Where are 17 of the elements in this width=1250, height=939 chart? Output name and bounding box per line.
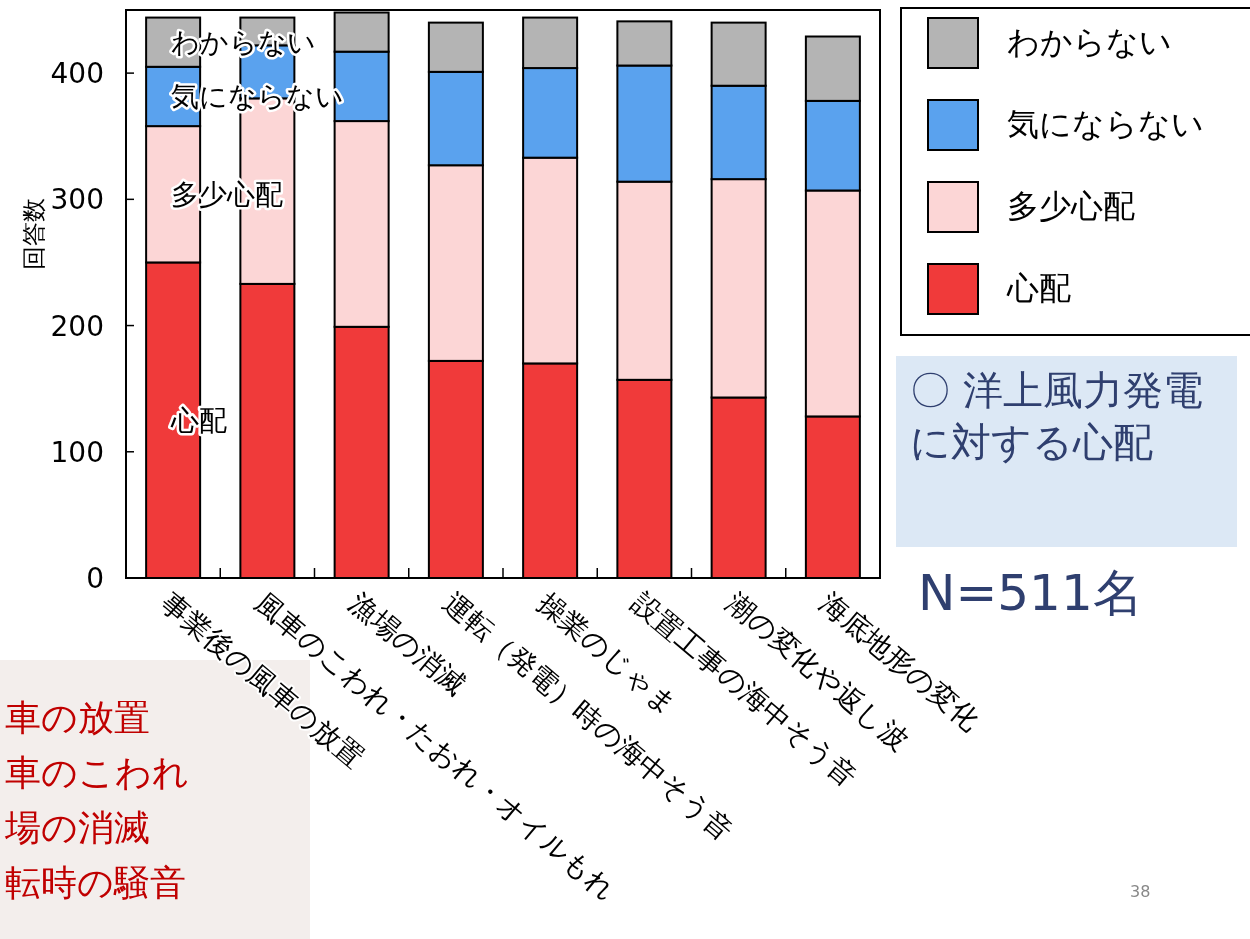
y-tick-label: 200 [50,309,104,343]
text: 38 [1130,882,1151,901]
text: N=511名 [918,563,1143,624]
y-tick-label: 300 [50,183,104,217]
text: 車のこわれ [5,752,189,793]
text: 〇 洋上風力発電に対する心配 [896,356,1237,547]
y-tick-label: 400 [50,57,104,91]
y-axis-title: 回答数 [20,198,48,270]
y-tick-label: 100 [50,435,104,469]
legend-label: わからない [1007,23,1172,61]
legend-label: 気にならない [1007,105,1204,143]
legend-label: 心配 [1006,269,1071,307]
legend-label: 多少心配 [1007,187,1135,225]
y-tick-label: 0 [86,562,104,595]
text: 車の放置 [5,697,150,738]
text: 場の消滅 [5,807,150,848]
text: 転時の騒音 [5,862,186,903]
